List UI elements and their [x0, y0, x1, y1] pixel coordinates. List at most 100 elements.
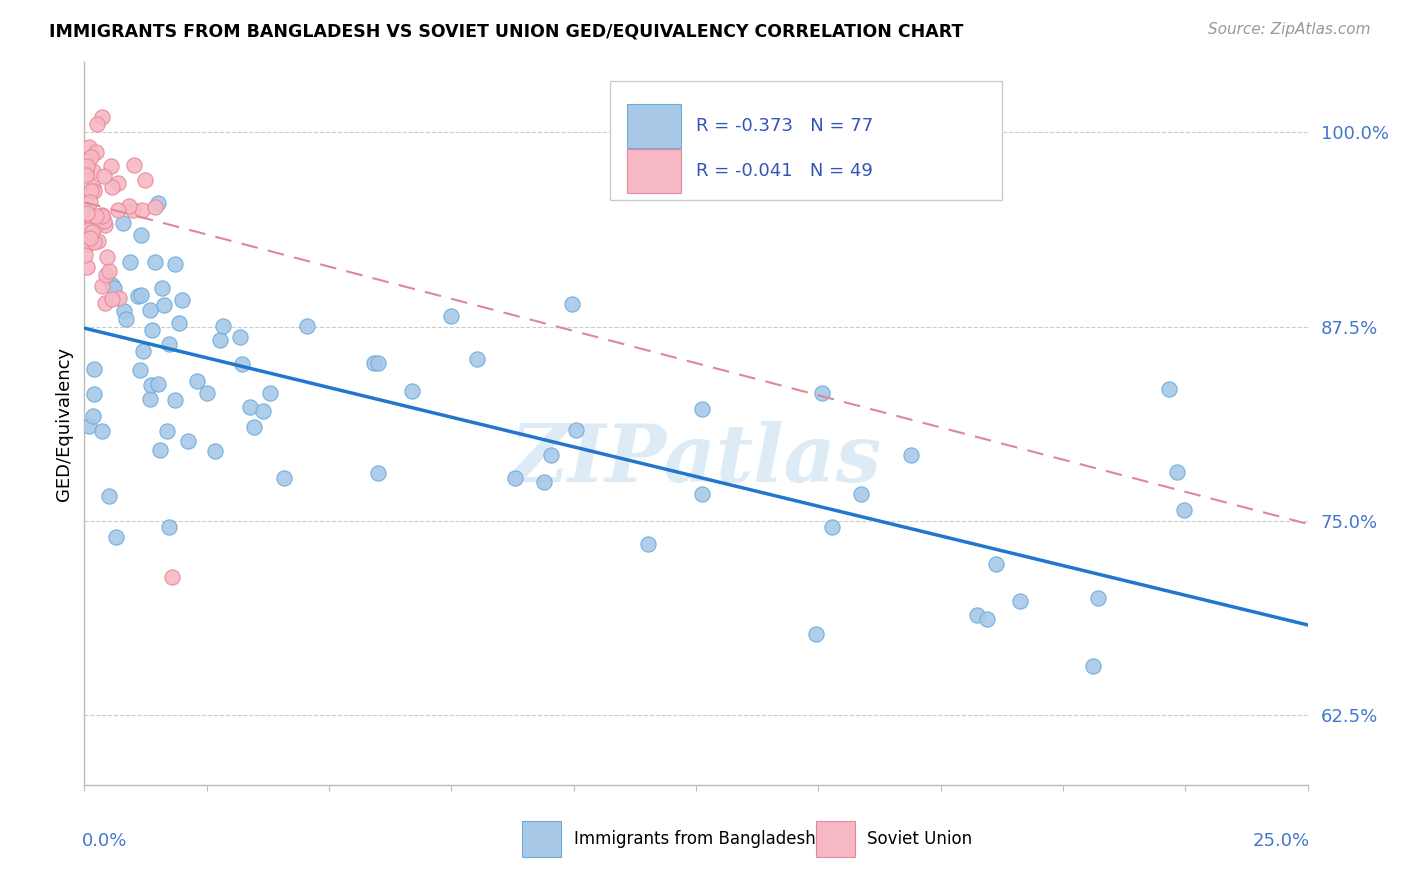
- Point: [108, 291, 131, 305]
- Text: Immigrants from Bangladesh: Immigrants from Bangladesh: [574, 830, 815, 848]
- Point: [115, 312, 138, 326]
- Point: [77, 139, 100, 153]
- Point: [540, 448, 562, 462]
- Point: [129, 288, 152, 302]
- Point: [97, 264, 120, 278]
- Text: 25.0%: 25.0%: [1253, 832, 1310, 850]
- Point: [208, 334, 231, 348]
- Point: [152, 298, 174, 312]
- Point: [243, 420, 266, 434]
- FancyBboxPatch shape: [522, 822, 561, 857]
- Y-axis label: GED/Equivalency: GED/Equivalency: [55, 347, 73, 500]
- Point: [138, 392, 160, 406]
- Text: ZIPatlas: ZIPatlas: [510, 421, 882, 499]
- Point: [565, 423, 588, 437]
- Point: [186, 375, 208, 389]
- Point: [1087, 591, 1109, 606]
- FancyBboxPatch shape: [610, 80, 1002, 200]
- Point: [75, 166, 97, 180]
- Point: [986, 558, 1008, 572]
- Point: [77, 419, 100, 434]
- Point: [966, 607, 988, 622]
- Point: [561, 297, 583, 311]
- Point: [637, 537, 659, 551]
- Point: [692, 487, 714, 501]
- Text: R = -0.041   N = 49: R = -0.041 N = 49: [696, 161, 873, 180]
- Point: [1083, 659, 1105, 673]
- Point: [146, 196, 169, 211]
- Point: [163, 393, 186, 408]
- Point: [1010, 594, 1032, 608]
- Text: 0.0%: 0.0%: [82, 832, 128, 850]
- Point: [367, 356, 389, 370]
- Point: [79, 194, 101, 209]
- Point: [1166, 465, 1188, 479]
- Point: [107, 177, 129, 191]
- Point: [533, 475, 555, 489]
- Point: [111, 216, 134, 230]
- Point: [157, 337, 180, 351]
- Point: [465, 351, 488, 366]
- Point: [91, 208, 114, 222]
- Point: [229, 330, 252, 344]
- Point: [252, 404, 274, 418]
- Point: [94, 218, 117, 232]
- Point: [197, 385, 219, 400]
- Point: [849, 487, 872, 501]
- Point: [204, 443, 226, 458]
- Point: [150, 280, 173, 294]
- Text: Source: ZipAtlas.com: Source: ZipAtlas.com: [1208, 22, 1371, 37]
- Point: [94, 296, 117, 310]
- Point: [84, 219, 107, 233]
- Point: [97, 489, 120, 503]
- Point: [148, 442, 170, 457]
- Point: [900, 448, 922, 462]
- Text: IMMIGRANTS FROM BANGLADESH VS SOVIET UNION GED/EQUIVALENCY CORRELATION CHART: IMMIGRANTS FROM BANGLADESH VS SOVIET UNI…: [49, 22, 963, 40]
- Point: [146, 376, 169, 391]
- Point: [143, 255, 166, 269]
- Point: [401, 384, 423, 399]
- Point: [100, 159, 122, 173]
- Point: [96, 268, 118, 283]
- Point: [75, 248, 97, 262]
- Point: [120, 254, 142, 268]
- Point: [124, 158, 146, 172]
- Point: [93, 169, 115, 183]
- Point: [212, 318, 235, 333]
- Point: [91, 278, 114, 293]
- Point: [804, 627, 827, 641]
- Point: [145, 200, 167, 214]
- Point: [80, 150, 103, 164]
- Point: [976, 612, 998, 626]
- Point: [76, 206, 98, 220]
- Point: [163, 257, 186, 271]
- Point: [86, 117, 108, 131]
- Point: [259, 385, 281, 400]
- Point: [167, 316, 190, 330]
- Point: [132, 344, 155, 359]
- Point: [84, 209, 107, 223]
- Point: [84, 145, 107, 160]
- Text: Soviet Union: Soviet Union: [868, 830, 973, 848]
- Point: [134, 173, 156, 187]
- Point: [231, 357, 253, 371]
- Point: [177, 434, 200, 449]
- FancyBboxPatch shape: [815, 822, 855, 857]
- Point: [127, 289, 149, 303]
- Point: [1173, 503, 1195, 517]
- Point: [93, 214, 115, 228]
- Point: [1159, 382, 1181, 396]
- Point: [91, 110, 114, 124]
- Point: [100, 292, 122, 306]
- Point: [440, 309, 463, 323]
- Point: [76, 260, 98, 274]
- Point: [503, 471, 526, 485]
- Point: [160, 570, 183, 584]
- Point: [811, 386, 834, 401]
- Point: [141, 378, 163, 392]
- Point: [87, 234, 110, 248]
- Point: [112, 304, 135, 318]
- Point: [75, 168, 97, 182]
- Text: R = -0.373   N = 77: R = -0.373 N = 77: [696, 117, 873, 135]
- Point: [101, 180, 124, 194]
